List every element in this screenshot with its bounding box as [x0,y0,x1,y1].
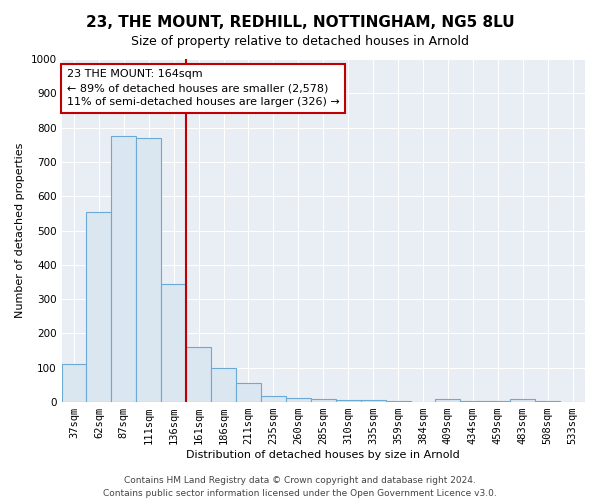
X-axis label: Distribution of detached houses by size in Arnold: Distribution of detached houses by size … [187,450,460,460]
Bar [261,396,286,402]
Y-axis label: Number of detached properties: Number of detached properties [15,143,25,318]
Bar [361,400,386,402]
Bar [211,368,236,402]
Bar [112,136,136,402]
Bar [186,346,211,402]
Bar [485,401,510,402]
Bar [386,400,410,402]
Bar [86,212,112,402]
Text: Size of property relative to detached houses in Arnold: Size of property relative to detached ho… [131,35,469,48]
Bar [535,401,560,402]
Bar [311,400,336,402]
Bar [286,398,311,402]
Bar [336,400,361,402]
Text: 23 THE MOUNT: 164sqm
← 89% of detached houses are smaller (2,578)
11% of semi-de: 23 THE MOUNT: 164sqm ← 89% of detached h… [67,70,340,108]
Bar [161,284,186,402]
Bar [62,364,86,402]
Bar [510,400,535,402]
Text: 23, THE MOUNT, REDHILL, NOTTINGHAM, NG5 8LU: 23, THE MOUNT, REDHILL, NOTTINGHAM, NG5 … [86,15,514,30]
Text: Contains HM Land Registry data © Crown copyright and database right 2024.
Contai: Contains HM Land Registry data © Crown c… [103,476,497,498]
Bar [136,138,161,402]
Bar [436,400,460,402]
Bar [236,383,261,402]
Bar [460,401,485,402]
